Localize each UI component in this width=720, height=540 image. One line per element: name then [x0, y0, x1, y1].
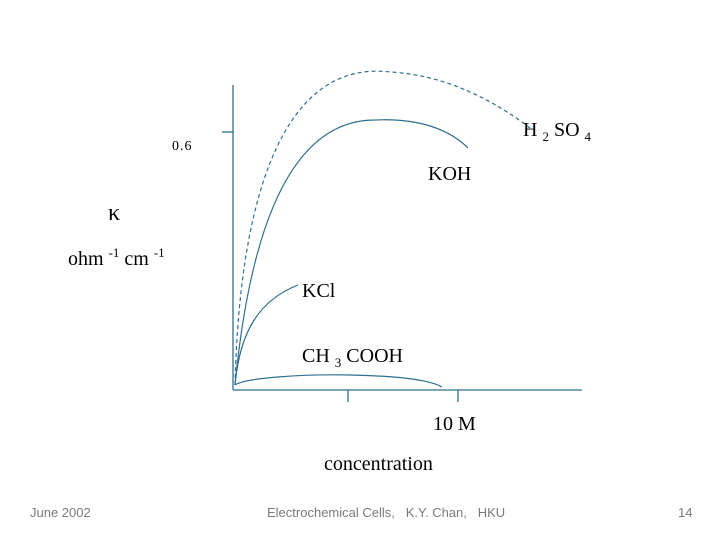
- unit-cm: cm: [124, 248, 149, 270]
- y-unit-label: ohm -1 cm -1: [68, 240, 165, 270]
- footer-title: Electrochemical Cells, K.Y. Chan, HKU: [267, 505, 505, 520]
- kappa-symbol: κ: [108, 200, 120, 226]
- axes: [222, 85, 582, 402]
- koh-curve: [234, 119, 469, 386]
- unit-ohm: ohm: [68, 248, 104, 270]
- h2so4-label-p2: SO: [554, 119, 580, 141]
- h2so4-label: H 2 SO 4: [523, 119, 592, 146]
- y-tick-label: 0.6: [172, 139, 193, 154]
- x-axis-label: concentration: [324, 453, 433, 475]
- ch3cooh-label-sub: 3: [335, 355, 342, 370]
- h2so4-label-sub1: 2: [542, 129, 549, 144]
- unit-ohm-exp: -1: [109, 245, 120, 260]
- ch3cooh-curve: [234, 374, 443, 388]
- footer-date: June 2002: [30, 505, 91, 520]
- footer-page-number: 14: [678, 505, 692, 520]
- curves: [234, 70, 531, 388]
- kcl-curve: [234, 284, 299, 386]
- x-tick-label: 10 M: [433, 413, 476, 435]
- ch3cooh-label-p2: COOH: [346, 345, 403, 367]
- unit-cm-exp: -1: [154, 245, 165, 260]
- h2so4-label-sub2: 4: [585, 129, 592, 144]
- ch3cooh-label: CH 3 COOH: [302, 345, 403, 372]
- h2so4-label-p1: H: [523, 119, 537, 141]
- ch3cooh-label-p1: CH: [302, 345, 330, 367]
- h2so4-curve: [234, 70, 531, 386]
- koh-label: KOH: [428, 163, 471, 185]
- kcl-label: KCl: [302, 280, 336, 302]
